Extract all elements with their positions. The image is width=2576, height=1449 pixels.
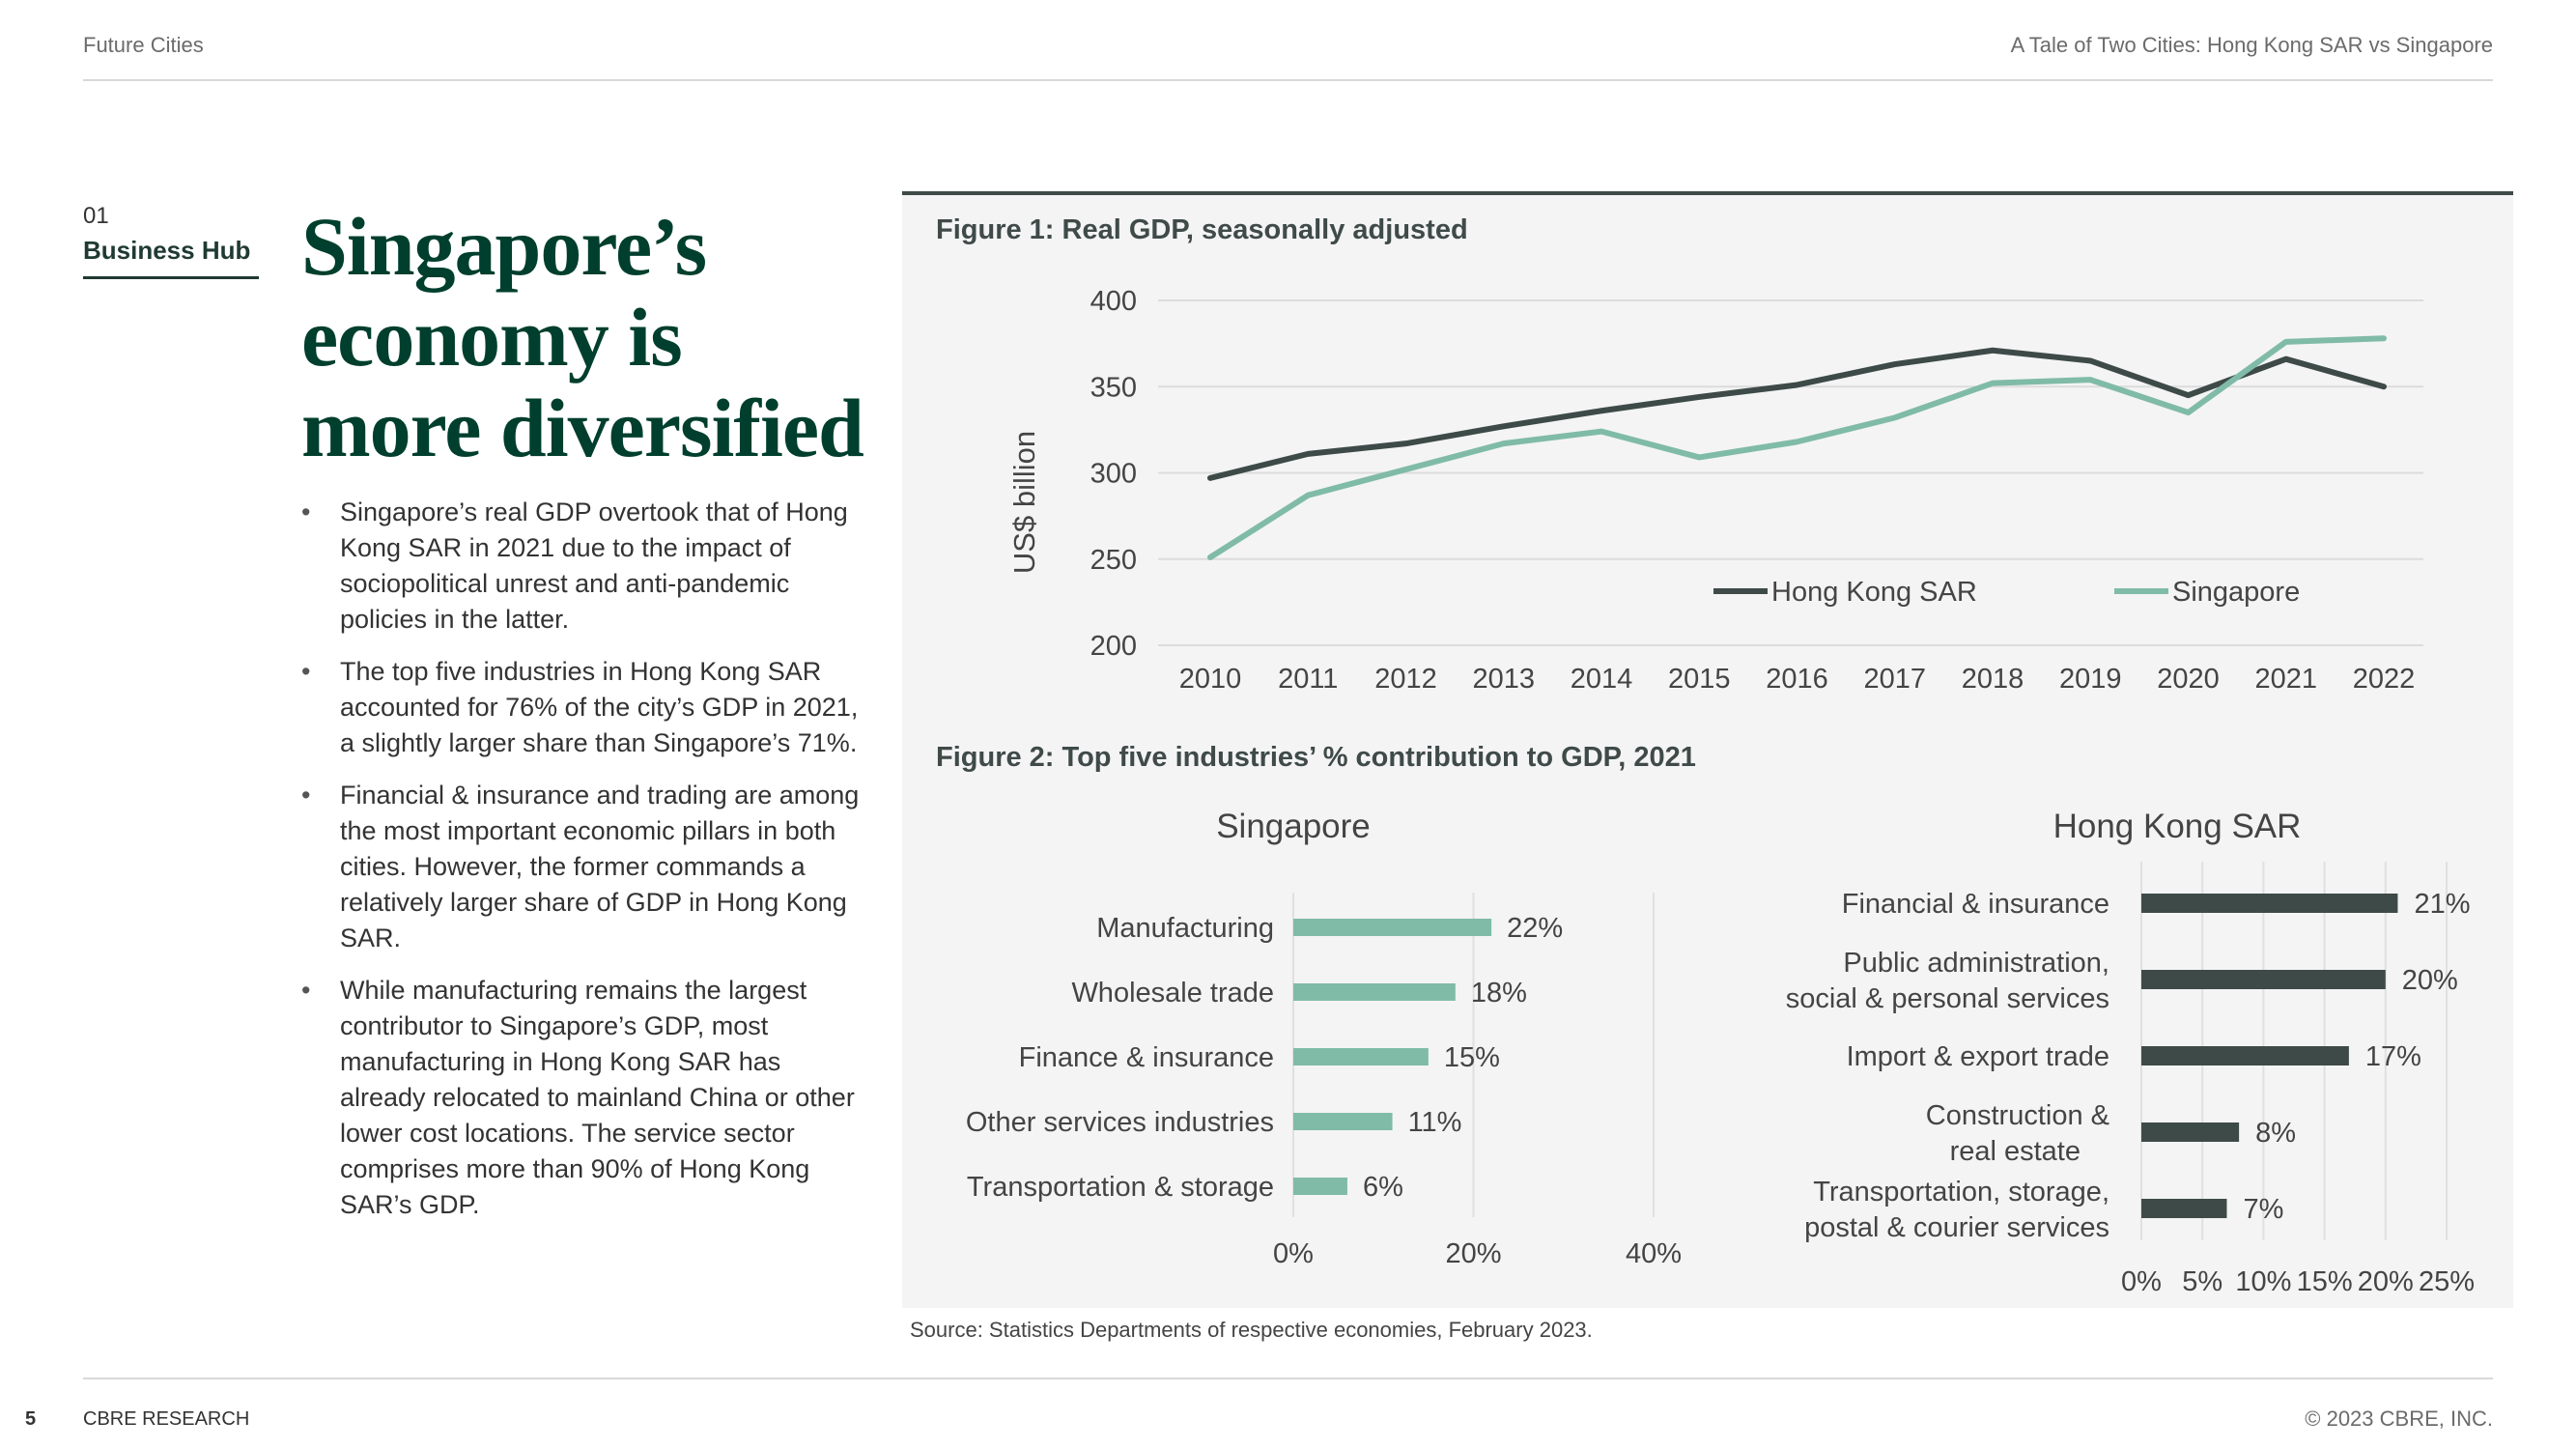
section-underline bbox=[83, 276, 259, 279]
bar bbox=[2141, 1046, 2349, 1065]
data-label: 6% bbox=[1363, 1172, 1403, 1203]
category-label: Import & export trade bbox=[1847, 1041, 2109, 1072]
x-tick-label: 2019 bbox=[2059, 664, 2122, 695]
section-name: Business Hub bbox=[83, 236, 251, 265]
y-tick-label: 250 bbox=[1090, 545, 1137, 576]
x-tick-label: 2013 bbox=[1472, 664, 1535, 695]
header-divider bbox=[83, 79, 2493, 81]
bar bbox=[1293, 1113, 1393, 1130]
bar bbox=[2141, 970, 2386, 989]
bar bbox=[1293, 1048, 1429, 1065]
x-tick-label: 5% bbox=[2182, 1266, 2222, 1297]
title-line: economy is bbox=[301, 291, 683, 384]
page-title: Singapore’s economy is more diversified bbox=[301, 201, 881, 473]
category-label-line: real estate bbox=[1950, 1136, 2081, 1167]
x-tick-label: 2016 bbox=[1766, 664, 1828, 695]
category-label: Public administration, social & personal … bbox=[1786, 948, 2109, 1014]
category-label: Manufacturing bbox=[1096, 913, 1274, 944]
bullet-item: The top five industries in Hong Kong SAR… bbox=[301, 654, 866, 761]
series-line bbox=[1207, 347, 2387, 481]
x-tick-label: 2010 bbox=[1179, 664, 1242, 695]
data-label: 22% bbox=[1507, 913, 1563, 944]
header-left: Future Cities bbox=[83, 33, 204, 57]
category-label: Wholesale trade bbox=[1071, 978, 1274, 1009]
category-label-line: Public administration, bbox=[1843, 948, 2109, 979]
charts-svg: 200 250 300 350 400 2010 2011 2012 2013 2014 2015 2… bbox=[966, 286, 2475, 1297]
data-label: 20% bbox=[2402, 965, 2458, 996]
x-tick-label: 0% bbox=[2121, 1266, 2162, 1297]
data-label: 8% bbox=[2255, 1118, 2296, 1149]
bar bbox=[1293, 983, 1456, 1001]
bullet-list: Singapore’s real GDP overtook that of Ho… bbox=[301, 495, 866, 1239]
category-label: Financial & insurance bbox=[1842, 889, 2109, 920]
chart-subtitle: Singapore bbox=[1216, 808, 1371, 845]
data-label: 7% bbox=[2243, 1194, 2283, 1225]
x-tick-label: 2022 bbox=[2353, 664, 2416, 695]
category-label: Transportation, storage, postal & courier… bbox=[1804, 1177, 2109, 1243]
bullet-item: Financial & insurance and trading are am… bbox=[301, 778, 866, 956]
copyright: © 2023 CBRE, INC. bbox=[2305, 1406, 2493, 1431]
data-label: 17% bbox=[2365, 1041, 2421, 1072]
x-tick-label: 40% bbox=[1626, 1238, 1682, 1269]
figure1-title: Figure 1: Real GDP, seasonally adjusted bbox=[936, 214, 1468, 245]
bar bbox=[2141, 894, 2398, 913]
x-tick-label: 2011 bbox=[1278, 664, 1338, 695]
source-note: Source: Statistics Departments of respec… bbox=[910, 1318, 1593, 1342]
x-tick-label: 25% bbox=[2419, 1266, 2475, 1297]
category-label-line: Transportation, storage, bbox=[1813, 1177, 2109, 1208]
section-number: 01 bbox=[83, 203, 109, 229]
legend-label: Hong Kong SAR bbox=[1771, 577, 1977, 608]
chart-subtitle: Hong Kong SAR bbox=[2053, 808, 2302, 845]
y-tick-label: 400 bbox=[1090, 286, 1137, 317]
legend-label: Singapore bbox=[2172, 577, 2300, 608]
page-number: 5 bbox=[25, 1408, 37, 1430]
x-tick-label: 2015 bbox=[1668, 664, 1731, 695]
bar bbox=[1293, 919, 1492, 936]
y-tick-label: 200 bbox=[1090, 631, 1137, 662]
bar bbox=[2141, 1199, 2227, 1218]
data-label: 21% bbox=[2414, 889, 2470, 920]
footer-divider bbox=[83, 1378, 2493, 1379]
x-tick-label: 2021 bbox=[2254, 664, 2317, 695]
y-tick-label: 300 bbox=[1090, 459, 1137, 490]
bullet-item: While manufacturing remains the largest … bbox=[301, 973, 866, 1223]
data-label: 11% bbox=[1408, 1107, 1462, 1138]
bar bbox=[2141, 1122, 2240, 1142]
figure-panel: Figure 1: Real GDP, seasonally adjusted … bbox=[902, 191, 2513, 1308]
x-tick-label: 20% bbox=[2358, 1266, 2414, 1297]
category-label: Transportation & storage bbox=[967, 1172, 1274, 1203]
y-axis-label: US$ billion bbox=[1007, 431, 1041, 574]
data-label: 18% bbox=[1471, 978, 1527, 1009]
title-line: more diversified bbox=[301, 382, 864, 474]
category-label: Other services industries bbox=[966, 1107, 1274, 1138]
x-tick-label: 2020 bbox=[2157, 664, 2220, 695]
x-tick-label: 2018 bbox=[1962, 664, 2024, 695]
category-label-line: social & personal services bbox=[1786, 983, 2109, 1014]
category-label: Construction & real estate bbox=[1926, 1100, 2109, 1167]
header-right: A Tale of Two Cities: Hong Kong SAR vs S… bbox=[2010, 33, 2493, 57]
category-label-line: Construction & bbox=[1926, 1100, 2109, 1131]
y-tick-label: 350 bbox=[1090, 372, 1137, 403]
bar bbox=[1293, 1178, 1347, 1195]
x-tick-label: 2012 bbox=[1374, 664, 1437, 695]
x-tick-label: 20% bbox=[1445, 1238, 1501, 1269]
x-tick-label: 2017 bbox=[1863, 664, 1926, 695]
x-tick-label: 2014 bbox=[1571, 664, 1633, 695]
bullet-item: Singapore’s real GDP overtook that of Ho… bbox=[301, 495, 866, 638]
title-line: Singapore’s bbox=[301, 200, 707, 293]
data-label: 15% bbox=[1444, 1042, 1500, 1073]
category-label: Finance & insurance bbox=[1019, 1042, 1274, 1073]
category-label-line: postal & courier services bbox=[1804, 1212, 2109, 1243]
x-tick-label: 15% bbox=[2297, 1266, 2353, 1297]
x-tick-label: 10% bbox=[2235, 1266, 2291, 1297]
series-line bbox=[1207, 335, 2387, 560]
figure2-title: Figure 2: Top five industries’ % contrib… bbox=[936, 742, 1696, 773]
x-tick-label: 0% bbox=[1273, 1238, 1314, 1269]
footer-brand: CBRE RESEARCH bbox=[83, 1408, 250, 1430]
